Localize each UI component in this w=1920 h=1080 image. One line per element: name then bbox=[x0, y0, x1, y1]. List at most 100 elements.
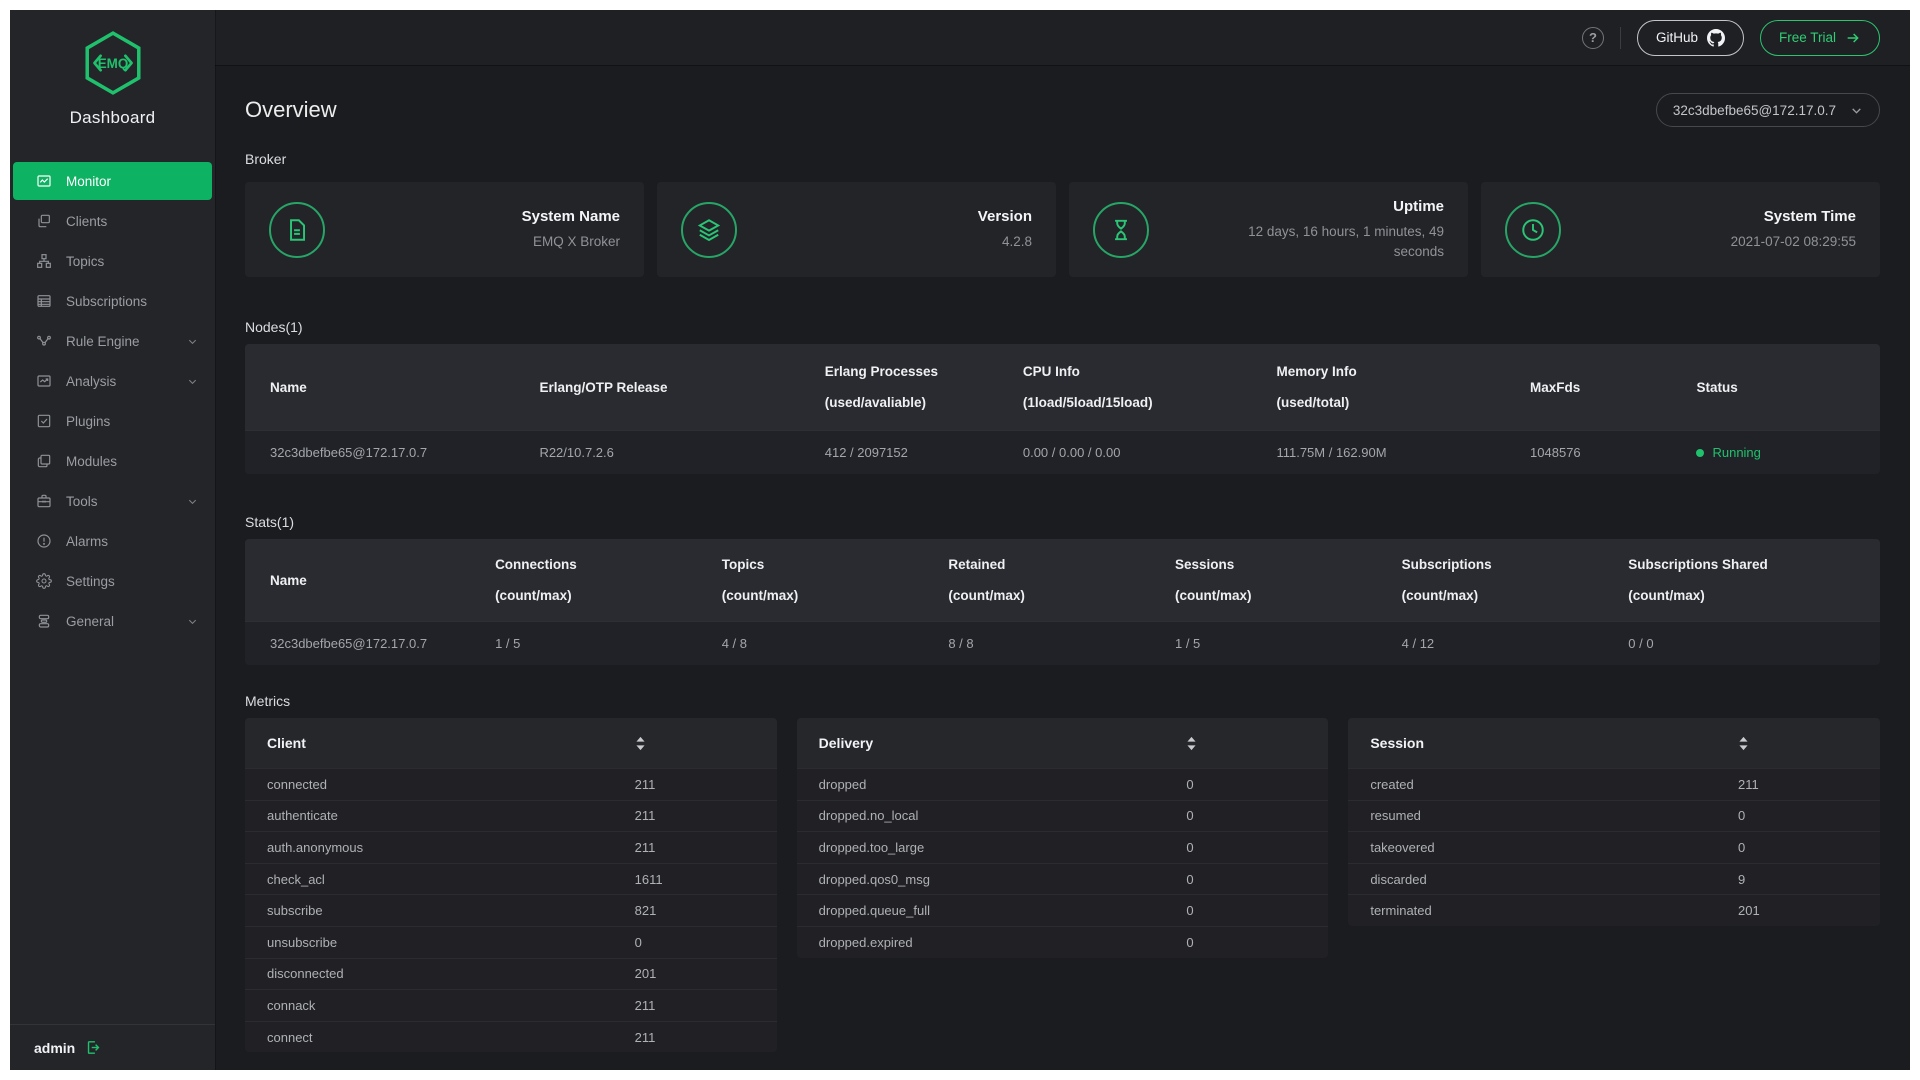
settings-icon bbox=[35, 573, 52, 590]
emqx-logo: EMQ bbox=[84, 31, 141, 95]
sidebar-item-rule-engine[interactable]: Rule Engine bbox=[13, 322, 212, 360]
nodes-table: Name Erlang/OTP Release Erlang Processes… bbox=[245, 344, 1880, 474]
sidebar-item-tools[interactable]: Tools bbox=[13, 482, 212, 520]
sidebar-item-topics[interactable]: Topics bbox=[13, 242, 212, 280]
topbar-divider bbox=[1619, 26, 1621, 49]
sort-icon[interactable] bbox=[1186, 736, 1306, 751]
sidebar-item-alarms[interactable]: Alarms bbox=[13, 522, 212, 560]
sidebar-item-analysis[interactable]: Analysis bbox=[13, 362, 212, 400]
general-icon bbox=[35, 613, 52, 630]
uptime-card: Uptime 12 days, 16 hours, 1 minutes, 49 … bbox=[1069, 182, 1468, 277]
overview-page: Overview 32c3dbefbe65@172.17.0.7 Broker … bbox=[215, 65, 1910, 1070]
github-icon bbox=[1706, 28, 1725, 47]
sidebar-item-clients[interactable]: Clients bbox=[13, 202, 212, 240]
sort-icon[interactable] bbox=[1738, 736, 1858, 751]
version-card: Version 4.2.8 bbox=[657, 182, 1056, 277]
help-icon[interactable]: ? bbox=[1581, 26, 1604, 49]
sidebar-item-settings[interactable]: Settings bbox=[13, 562, 212, 600]
subscriptions-icon bbox=[35, 293, 52, 310]
app-title: Dashboard bbox=[69, 108, 156, 127]
brand: EMQ Dashboard bbox=[10, 10, 215, 128]
tools-icon bbox=[35, 493, 52, 510]
clients-icon bbox=[35, 213, 52, 230]
broker-cards: System Name EMQ X Broker Version 4.2.8 bbox=[245, 182, 1880, 277]
sidebar-nav: Monitor Clients Topics Subscriptions bbox=[10, 160, 215, 1024]
sort-icon[interactable] bbox=[635, 736, 755, 751]
metrics-table-delivery: Delivery dropped 0 bbox=[796, 718, 1329, 958]
system-name-card: System Name EMQ X Broker bbox=[245, 182, 644, 277]
metrics-table-body: created 211 resumed 0 takeovered 0 bbox=[1348, 768, 1880, 926]
modules-icon bbox=[35, 453, 52, 470]
system-time-card: System Time 2021-07-02 08:29:55 bbox=[1481, 182, 1880, 277]
metrics-table-body: connected 211 authenticate 211 auth.anon… bbox=[245, 768, 777, 1053]
stats-table-header: Name Connections (count/max) Topics (count… bbox=[245, 539, 1880, 621]
plugins-icon bbox=[35, 413, 52, 430]
nodes-table-header: Name Erlang/OTP Release Erlang Processes… bbox=[245, 344, 1880, 430]
chevron-down-icon bbox=[187, 496, 198, 507]
sidebar-item-monitor[interactable]: Monitor bbox=[13, 162, 212, 200]
metric-row: dropped.qos0_msg 0 bbox=[796, 862, 1329, 895]
metric-row: connected 211 bbox=[245, 768, 777, 800]
chevron-down-icon bbox=[1850, 104, 1863, 117]
layers-icon bbox=[681, 201, 737, 258]
monitor-icon bbox=[35, 173, 52, 190]
metric-row: dropped.expired 0 bbox=[796, 925, 1329, 958]
sidebar-item-modules[interactable]: Modules bbox=[13, 442, 212, 480]
metric-row: subscribe 821 bbox=[245, 894, 777, 926]
metric-row: connect 211 bbox=[245, 1020, 777, 1053]
chevron-down-icon bbox=[187, 336, 198, 347]
stats-table: Name Connections (count/max) Topics (count… bbox=[245, 539, 1880, 665]
node-selector-dropdown[interactable]: 32c3dbefbe65@172.17.0.7 bbox=[1655, 93, 1880, 127]
node-name-cell: 32c3dbefbe65@172.17.0.7 bbox=[270, 445, 428, 460]
metrics-table-client: Client connected 211 bbox=[245, 718, 777, 1053]
metric-row: dropped 0 bbox=[796, 768, 1329, 800]
metric-row: dropped.too_large 0 bbox=[796, 831, 1329, 863]
document-icon bbox=[269, 201, 325, 258]
topbar: ? GitHub Free Trial bbox=[215, 10, 1910, 65]
metric-row: created 211 bbox=[1348, 768, 1880, 800]
sidebar-item-subscriptions[interactable]: Subscriptions bbox=[13, 282, 212, 320]
analysis-icon bbox=[35, 373, 52, 390]
stats-table-row: 32c3dbefbe65@172.17.0.7 1 / 5 4 / 8 8 / … bbox=[245, 621, 1880, 665]
metric-row: dropped.no_local 0 bbox=[796, 799, 1329, 832]
sidebar: EMQ Dashboard Monitor Clients bbox=[10, 10, 215, 1070]
free-trial-button[interactable]: Free Trial bbox=[1759, 19, 1880, 56]
metrics-table-title: Delivery bbox=[818, 735, 874, 751]
clock-icon bbox=[1505, 201, 1561, 258]
page-title: Overview bbox=[245, 97, 337, 122]
metric-row: takeovered 0 bbox=[1348, 831, 1880, 863]
arrow-right-icon bbox=[1847, 32, 1859, 43]
svg-text:EMQ: EMQ bbox=[97, 56, 128, 71]
metrics-table-title: Session bbox=[1370, 735, 1425, 751]
metrics-table-body: dropped 0 dropped.no_local 0 dropped.too… bbox=[796, 768, 1329, 958]
username: admin bbox=[34, 1039, 76, 1056]
nodes-section-label: Nodes(1) bbox=[245, 319, 303, 335]
metric-row: disconnected 201 bbox=[245, 957, 777, 990]
stats-section-label: Stats(1) bbox=[245, 514, 295, 530]
metric-row: check_acl 1611 bbox=[245, 862, 777, 895]
emqx-dashboard-app: EMQ Dashboard Monitor Clients bbox=[10, 10, 1910, 1070]
rule-engine-icon bbox=[35, 333, 52, 350]
broker-section-label: Broker bbox=[245, 151, 287, 167]
main-area: ? GitHub Free Trial Overview 32c3dbefbe6… bbox=[215, 10, 1910, 1070]
sidebar-footer: admin bbox=[10, 1024, 215, 1070]
metrics-table-session: Session created 211 bbox=[1348, 718, 1880, 926]
metrics-table-title: Client bbox=[267, 735, 306, 751]
metrics-tables: Client connected 211 bbox=[245, 718, 1880, 1053]
chevron-down-icon bbox=[187, 616, 198, 627]
metric-row: dropped.queue_full 0 bbox=[796, 894, 1329, 926]
metric-row: auth.anonymous 211 bbox=[245, 831, 777, 863]
sidebar-item-general[interactable]: General bbox=[13, 602, 212, 640]
hourglass-icon bbox=[1093, 201, 1149, 258]
logout-icon[interactable] bbox=[85, 1039, 102, 1056]
metric-row: unsubscribe 0 bbox=[245, 925, 777, 958]
node-name-cell: 32c3dbefbe65@172.17.0.7 bbox=[270, 636, 428, 651]
metric-row: connack 211 bbox=[245, 989, 777, 1021]
sidebar-item-plugins[interactable]: Plugins bbox=[13, 402, 212, 440]
status-badge: Running bbox=[1696, 445, 1855, 460]
metric-row: terminated 201 bbox=[1348, 894, 1880, 926]
metric-row: resumed 0 bbox=[1348, 799, 1880, 832]
metric-row: authenticate 211 bbox=[245, 799, 777, 832]
topics-icon bbox=[35, 253, 52, 270]
github-button[interactable]: GitHub bbox=[1636, 19, 1744, 56]
